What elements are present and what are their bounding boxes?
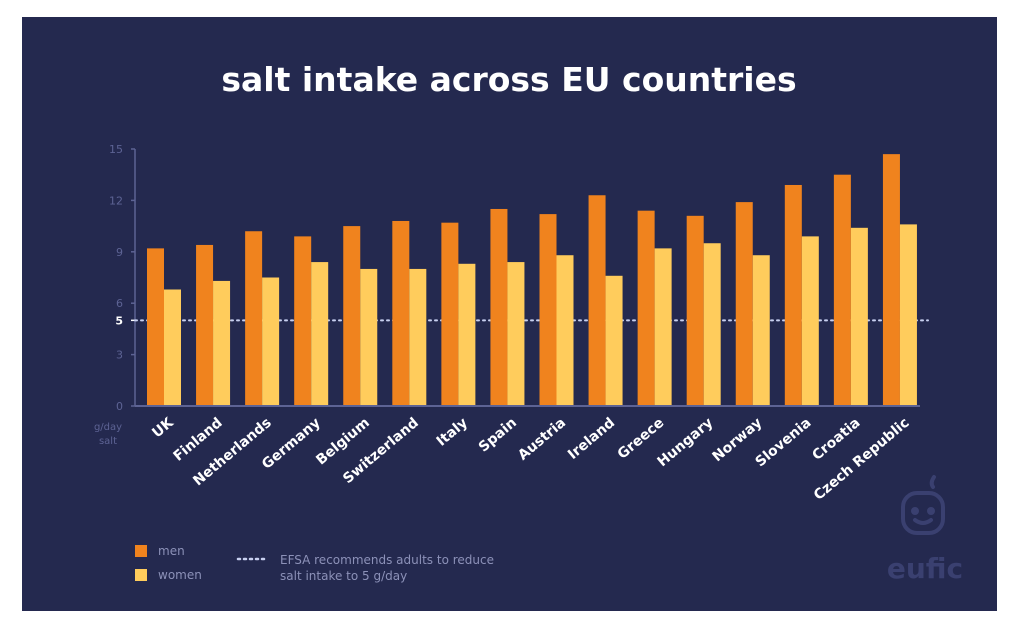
y-axis: 0 3 5 6 9 12 15 [109, 143, 136, 413]
y-unit-text: g/day [94, 422, 122, 433]
bar-men [735, 202, 753, 406]
bar-women [556, 255, 574, 406]
y-tick-label: 6 [116, 297, 123, 310]
bar-men [245, 231, 263, 406]
bar-women [850, 227, 868, 406]
bar-men [882, 154, 900, 406]
bars [147, 154, 917, 406]
bar-men [637, 210, 655, 406]
bar-men [196, 244, 214, 406]
bar-women [409, 268, 427, 406]
legend-label-women: women [158, 568, 202, 582]
y-unit-label: g/day salt [94, 422, 122, 447]
bar-women [213, 280, 231, 406]
bar-women [654, 248, 672, 406]
y-tick-label: 3 [116, 349, 123, 362]
legend-swatch-men [135, 545, 147, 557]
bar-women [164, 289, 181, 406]
y-unit-text: salt [99, 436, 117, 447]
category-label: Italy [434, 415, 471, 450]
y-tick-label: 15 [109, 143, 123, 156]
category-label: Spain [476, 415, 520, 456]
bar-chart: salt intake across EU countries 0 3 5 6 9 12 1… [94, 60, 963, 585]
legend-label-men: men [158, 544, 185, 558]
bar-women [899, 224, 917, 406]
bar-men [392, 220, 410, 406]
category-label: UK [149, 414, 177, 441]
bar-men [147, 248, 164, 406]
bar-men [441, 222, 459, 406]
bar-women [262, 277, 280, 406]
bar-women [703, 243, 721, 406]
bar-men [686, 215, 704, 406]
legend-swatch-women [135, 569, 147, 581]
bar-men [588, 195, 606, 406]
y-tick-label: 5 [115, 314, 123, 327]
bar-women [605, 275, 623, 406]
bar-men [784, 184, 802, 406]
bar-men [294, 236, 312, 406]
chart-title: salt intake across EU countries [221, 60, 796, 99]
logo-text: eufic [887, 552, 963, 585]
bar-women [801, 236, 819, 406]
eufic-logo: eufic [887, 475, 963, 585]
legend: men women EFSA recommends adults to reduce… [135, 544, 494, 583]
bar-women [311, 262, 329, 406]
bar-women [458, 263, 476, 406]
legend-reference-label: salt intake to 5 g/day [280, 569, 407, 583]
bar-men [343, 226, 361, 406]
y-tick-label: 12 [109, 194, 123, 207]
y-tick-label: 9 [116, 246, 123, 259]
chart-panel: salt intake across EU countries 0 3 5 6 9 12 1… [22, 17, 997, 611]
apple-face-icon [901, 475, 945, 535]
y-tick-label: 0 [116, 400, 123, 413]
category-labels: UKFinlandNetherlandsGermanyBelgiumSwitze… [149, 414, 912, 504]
category-label: Austria [515, 415, 569, 464]
bar-men [490, 208, 508, 406]
bar-men [833, 174, 851, 406]
bar-women [752, 255, 770, 406]
legend-reference-label: EFSA recommends adults to reduce [280, 553, 494, 567]
bar-women [360, 268, 378, 406]
bar-women [507, 262, 525, 406]
bar-men [539, 214, 557, 406]
category-label: Ireland [565, 415, 618, 463]
